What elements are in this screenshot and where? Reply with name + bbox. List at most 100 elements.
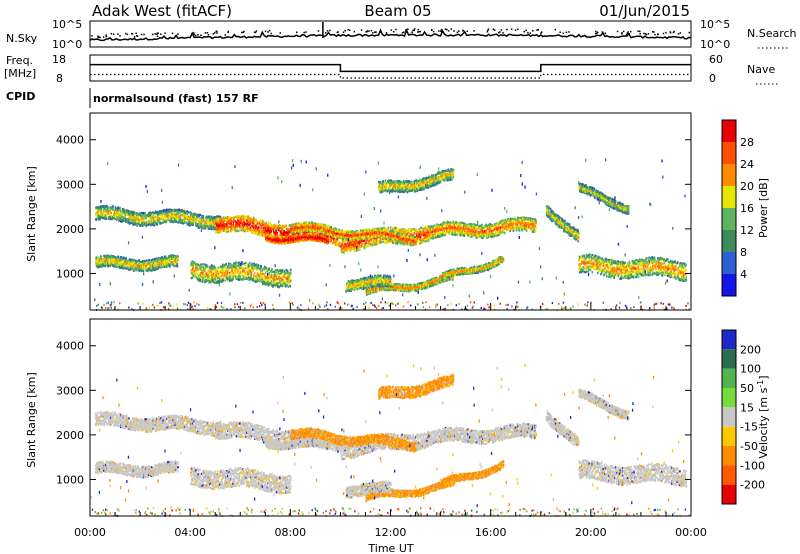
power-cell (189, 218, 192, 221)
power-cell (315, 237, 318, 240)
noise-search-dot (419, 30, 421, 33)
power-cell (253, 224, 255, 227)
power-cell (347, 246, 349, 249)
power-cell (448, 224, 450, 227)
power-cell (453, 229, 455, 232)
power-cell (247, 217, 249, 220)
power-cell (241, 221, 243, 224)
power-cell (131, 219, 134, 222)
power-cell (228, 221, 231, 224)
power-cell (119, 212, 121, 216)
power-cell (174, 213, 177, 216)
power-cell (476, 231, 478, 234)
power-cell (226, 226, 228, 229)
power-cell (299, 232, 302, 235)
power-cell (250, 221, 252, 224)
power-cell (203, 223, 205, 226)
noise-search-dot (616, 30, 619, 33)
power-cell (219, 229, 221, 232)
power-cell (408, 228, 410, 231)
power-cell (472, 226, 475, 229)
frequency-panel: Freq. [MHz] 18 8 60 0 Nave (4, 53, 780, 85)
power-cell (347, 242, 350, 245)
power-cell (384, 241, 387, 244)
power-cell (299, 240, 302, 243)
power-cell (148, 220, 150, 223)
power-cell (267, 230, 269, 233)
power-cell (379, 238, 382, 241)
power-cell (270, 230, 272, 233)
power-cell (187, 218, 189, 221)
power-cell (317, 236, 320, 239)
power-cell (356, 240, 359, 244)
power-cell (130, 214, 132, 217)
power-cell (335, 242, 337, 245)
power-cell (283, 241, 285, 244)
power-cell (171, 220, 173, 223)
power-cell (363, 247, 366, 250)
power-cell (138, 213, 141, 216)
power-cell (456, 224, 459, 227)
power-cell (269, 222, 271, 225)
power-cell (450, 229, 453, 232)
power-cell (336, 237, 338, 240)
power-cell (188, 219, 190, 222)
power-cell (382, 228, 384, 231)
power-cell (385, 238, 388, 241)
power-cell (197, 216, 199, 219)
noise-search-dot (665, 31, 667, 34)
power-cell (435, 235, 438, 238)
power-cell (309, 234, 312, 237)
power-cell (264, 229, 266, 232)
power-cell (310, 231, 312, 234)
power-cell (136, 215, 139, 218)
power-cell (447, 222, 449, 225)
power-cell (156, 219, 158, 222)
power-cell (283, 233, 285, 237)
power-cell (452, 222, 455, 225)
power-cell (272, 224, 275, 227)
power-cell (281, 242, 284, 245)
power-cell (321, 238, 324, 241)
power-cell (515, 222, 517, 225)
power-cell (141, 221, 143, 224)
power-cell (412, 232, 414, 235)
noise-search-dot (212, 33, 215, 35)
power-cell (103, 210, 106, 213)
power-cell (263, 235, 265, 238)
power-cell (451, 233, 454, 236)
power-cell (183, 209, 185, 212)
power-cell (369, 243, 372, 246)
power-cell (350, 244, 352, 247)
power-cell (268, 231, 271, 234)
power-cell (122, 216, 124, 219)
power-cell (491, 235, 493, 239)
power-cell (101, 216, 103, 220)
noise-search-dot (326, 30, 329, 32)
noise-search-dot (407, 28, 409, 30)
power-cell (182, 215, 184, 218)
power-cell (283, 231, 286, 234)
power-cell (109, 216, 111, 219)
noise-search-dot (492, 28, 495, 31)
noise-search-dot (500, 29, 503, 31)
power-cell (472, 229, 474, 232)
power-cell (228, 219, 230, 222)
power-cell (115, 216, 117, 219)
noise-search-dot (621, 32, 623, 34)
power-cell (389, 226, 392, 229)
power-cell (295, 231, 298, 234)
power-cell (364, 238, 366, 242)
power-cell (120, 220, 122, 223)
noise-search-dot (156, 35, 159, 37)
power-cell (179, 219, 181, 222)
power-cell (139, 213, 142, 216)
power-cell (239, 215, 242, 218)
power-cell (415, 232, 418, 236)
power-cell (463, 229, 465, 233)
power-cell (148, 215, 151, 218)
power-cell (181, 218, 184, 222)
power-cell (374, 237, 377, 240)
cpid-label: CPID (6, 90, 35, 103)
